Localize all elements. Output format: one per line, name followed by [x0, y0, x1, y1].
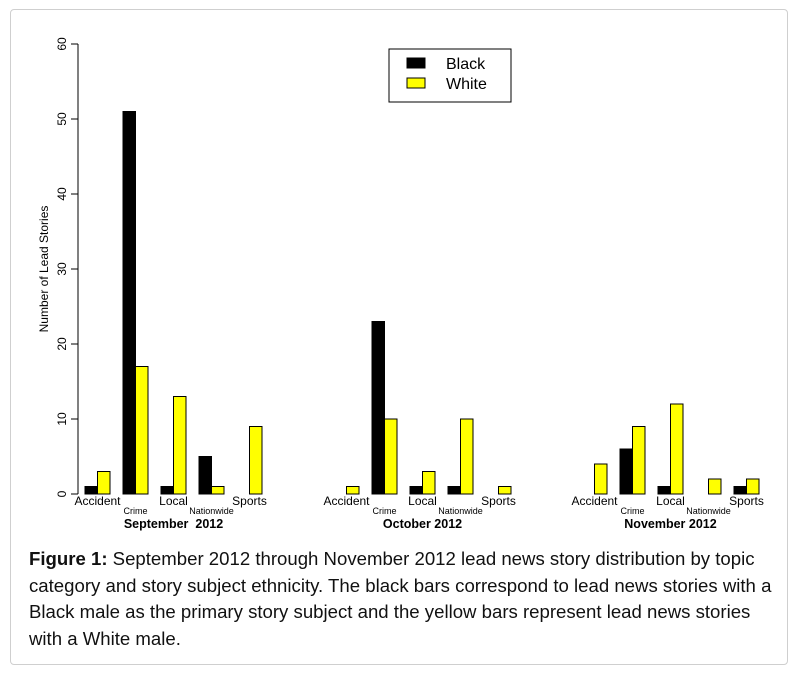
y-tick-label: 40 [55, 187, 69, 201]
category-label: Crime [621, 506, 645, 516]
x-axis-labels: AccidentCrimeLocalNationwideSportsSeptem… [74, 494, 763, 531]
y-axis: 0 10 20 30 40 50 60 Number of Lead Stories [37, 37, 79, 497]
category-label: Accident [74, 494, 121, 508]
bar-white-nationwide-2 [708, 478, 722, 495]
bar-white-accident-1 [346, 486, 360, 495]
legend-label-black: Black [446, 56, 486, 73]
category-label: Crime [124, 506, 148, 516]
caption-label: Figure 1: [29, 548, 108, 569]
category-label: Crime [373, 506, 397, 516]
category-label: Local [408, 494, 437, 508]
bar-white-sports-1 [498, 486, 512, 495]
category-label: Sports [232, 494, 267, 508]
figure-frame [10, 9, 788, 665]
category-label: Local [159, 494, 188, 508]
bar-chart: 0 10 20 30 40 50 60 Number of Lead Stories Acci… [37, 37, 764, 531]
bar-white-accident-2 [594, 463, 608, 495]
category-label: Nationwide [686, 506, 731, 516]
figure-caption: Figure 1: September 2012 through Novembe… [29, 546, 781, 652]
bars [84, 111, 760, 495]
category-label: Nationwide [189, 506, 234, 516]
category-label: Nationwide [438, 506, 483, 516]
bar-white-local-1 [422, 471, 436, 495]
group-label: November 2012 [624, 517, 716, 531]
y-tick-label: 20 [55, 337, 69, 351]
category-label: Local [656, 494, 685, 508]
y-axis-title: Number of Lead Stories [37, 206, 51, 333]
bar-white-accident-0 [97, 471, 111, 495]
category-label: Accident [571, 494, 618, 508]
bar-black-sports-2 [733, 486, 747, 495]
bar-white-local-0 [173, 396, 187, 495]
group-label: October 2012 [383, 517, 462, 531]
bar-white-sports-0 [249, 426, 263, 495]
bar-white-sports-2 [746, 478, 760, 495]
bar-black-crime-2 [619, 448, 633, 495]
legend-swatch-white [406, 77, 426, 89]
y-tick-label: 50 [55, 112, 69, 126]
group-label: September 2012 [124, 517, 223, 531]
y-tick-label: 10 [55, 412, 69, 426]
bar-white-nationwide-1 [460, 418, 474, 495]
bar-black-nationwide-1 [447, 486, 461, 495]
bar-white-crime-2 [632, 426, 646, 495]
bar-black-local-2 [657, 486, 671, 495]
category-label: Sports [481, 494, 516, 508]
category-label: Sports [729, 494, 764, 508]
bar-black-accident-0 [84, 486, 98, 495]
y-tick-label: 0 [55, 490, 69, 497]
bar-black-crime-0 [122, 111, 136, 495]
legend-swatch-black [406, 57, 426, 69]
category-label: Accident [323, 494, 370, 508]
bar-white-crime-0 [135, 366, 149, 495]
bar-white-local-2 [670, 403, 684, 495]
bar-black-crime-1 [371, 321, 385, 495]
bar-white-crime-1 [384, 418, 398, 495]
caption-text: September 2012 through November 2012 lea… [29, 548, 772, 649]
y-tick-label: 60 [55, 37, 69, 51]
bar-black-nationwide-0 [198, 456, 212, 495]
y-tick-label: 30 [55, 262, 69, 276]
bar-black-local-0 [160, 486, 174, 495]
bar-white-nationwide-0 [211, 486, 225, 495]
bar-black-local-1 [409, 486, 423, 495]
legend-label-white: White [446, 76, 487, 93]
legend: Black White [388, 48, 512, 103]
